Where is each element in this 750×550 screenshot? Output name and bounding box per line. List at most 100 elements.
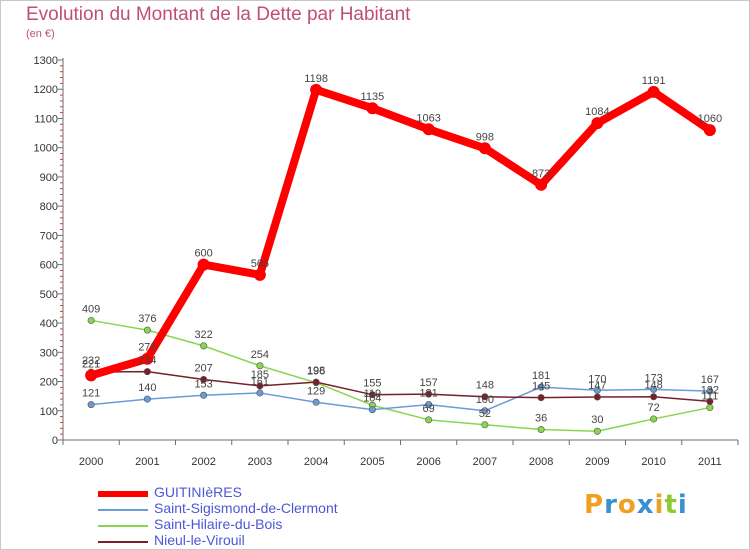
data-point xyxy=(537,425,545,433)
data-point xyxy=(200,391,208,399)
data-point xyxy=(537,394,545,402)
data-label: 1135 xyxy=(361,91,385,103)
x-tick-label: 2001 xyxy=(135,456,159,468)
data-label: 161 xyxy=(251,376,269,388)
data-point xyxy=(256,362,264,370)
data-label: 100 xyxy=(476,394,494,406)
data-point xyxy=(422,123,435,136)
data-label: 1063 xyxy=(416,112,440,124)
data-label: 119 xyxy=(364,388,382,400)
data-label: 198 xyxy=(307,365,325,377)
data-point xyxy=(143,395,151,403)
data-point xyxy=(537,383,545,391)
data-point xyxy=(87,316,95,324)
y-tick-label: 1000 xyxy=(34,143,58,155)
data-point xyxy=(197,258,210,271)
data-label: 30 xyxy=(591,414,603,426)
data-point xyxy=(368,406,376,414)
data-label: 36 xyxy=(535,412,547,424)
data-label: 1060 xyxy=(698,113,722,125)
logo-letter: o xyxy=(617,490,637,520)
data-label: 565 xyxy=(251,258,269,270)
logo-letter: t xyxy=(664,490,678,520)
data-label: 1191 xyxy=(642,75,666,87)
data-label: 600 xyxy=(194,248,212,260)
data-label: 207 xyxy=(194,362,212,374)
legend-swatch xyxy=(98,541,148,543)
data-label: 129 xyxy=(307,385,325,397)
y-tick-label: 700 xyxy=(40,230,58,242)
data-label: 873 xyxy=(532,168,550,180)
chart-subtitle: (en €) xyxy=(26,28,55,40)
data-point xyxy=(650,393,658,401)
data-point xyxy=(143,368,151,376)
logo-letter: r xyxy=(604,490,618,520)
legend-label: Saint-Sigismond-de-Clermont xyxy=(154,500,338,516)
data-label: 69 xyxy=(423,403,435,415)
data-point xyxy=(591,117,604,130)
data-point xyxy=(593,386,601,394)
data-point xyxy=(481,421,489,429)
data-point xyxy=(425,390,433,398)
data-point xyxy=(256,389,264,397)
data-label: 254 xyxy=(251,349,269,361)
series-line xyxy=(90,370,711,403)
data-label: 121 xyxy=(419,388,437,400)
y-tick-label: 200 xyxy=(40,377,58,389)
data-point xyxy=(593,427,601,435)
series-line xyxy=(87,85,714,380)
data-point xyxy=(256,382,264,390)
x-tick-label: 2002 xyxy=(191,456,215,468)
data-label: 234 xyxy=(138,355,156,367)
data-point xyxy=(200,375,208,383)
data-label: 1084 xyxy=(585,106,609,118)
axes: 0 100 200 300 400 500 600 700 800 900 1000 1100 1200… xyxy=(34,55,739,468)
data-point xyxy=(481,407,489,415)
data-point xyxy=(706,397,714,405)
y-tick-label: 1100 xyxy=(34,113,58,125)
data-point xyxy=(706,387,714,395)
data-label: 140 xyxy=(138,382,156,394)
data-point xyxy=(478,142,491,155)
legend-label: GUITINIèRES xyxy=(154,484,242,500)
data-point xyxy=(253,268,266,281)
data-label: 196 xyxy=(307,366,325,378)
x-tick-label: 2008 xyxy=(529,456,553,468)
x-tick-label: 2010 xyxy=(641,456,665,468)
x-tick-label: 2011 xyxy=(698,456,722,468)
data-point xyxy=(366,102,379,115)
y-tick-label: 800 xyxy=(40,201,58,213)
y-tick-label: 900 xyxy=(40,172,58,184)
data-point xyxy=(143,326,151,334)
x-tick-label: 2005 xyxy=(360,456,384,468)
x-tick-label: 2003 xyxy=(248,456,272,468)
data-point xyxy=(85,369,98,382)
data-label: 121 xyxy=(82,388,100,400)
y-tick-label: 1200 xyxy=(34,84,58,96)
series-line xyxy=(90,319,711,432)
data-point xyxy=(87,401,95,409)
data-point xyxy=(647,85,660,98)
data-label: 148 xyxy=(476,380,494,392)
data-label: 132 xyxy=(701,384,719,396)
y-tick-label: 0 xyxy=(52,435,58,447)
legend-label: Nieul-le-Virouil xyxy=(154,532,245,548)
data-point xyxy=(310,83,323,96)
x-tick-label: 2000 xyxy=(79,456,103,468)
logo-letter: i xyxy=(654,490,665,520)
data-label: 72 xyxy=(648,402,660,414)
data-label: 1198 xyxy=(304,73,328,85)
series-lines xyxy=(85,83,716,435)
proxiti-logo: Proxiti xyxy=(584,490,688,520)
logo-letter: P xyxy=(584,490,605,520)
legend-swatch xyxy=(98,525,148,527)
data-point xyxy=(650,415,658,423)
data-label: 278 xyxy=(138,342,156,354)
data-label: 173 xyxy=(644,372,662,384)
data-label: 170 xyxy=(588,373,606,385)
data-label: 111 xyxy=(702,391,719,403)
data-point xyxy=(200,342,208,350)
data-point xyxy=(425,416,433,424)
data-label: 52 xyxy=(479,408,491,420)
series-line xyxy=(90,386,711,412)
